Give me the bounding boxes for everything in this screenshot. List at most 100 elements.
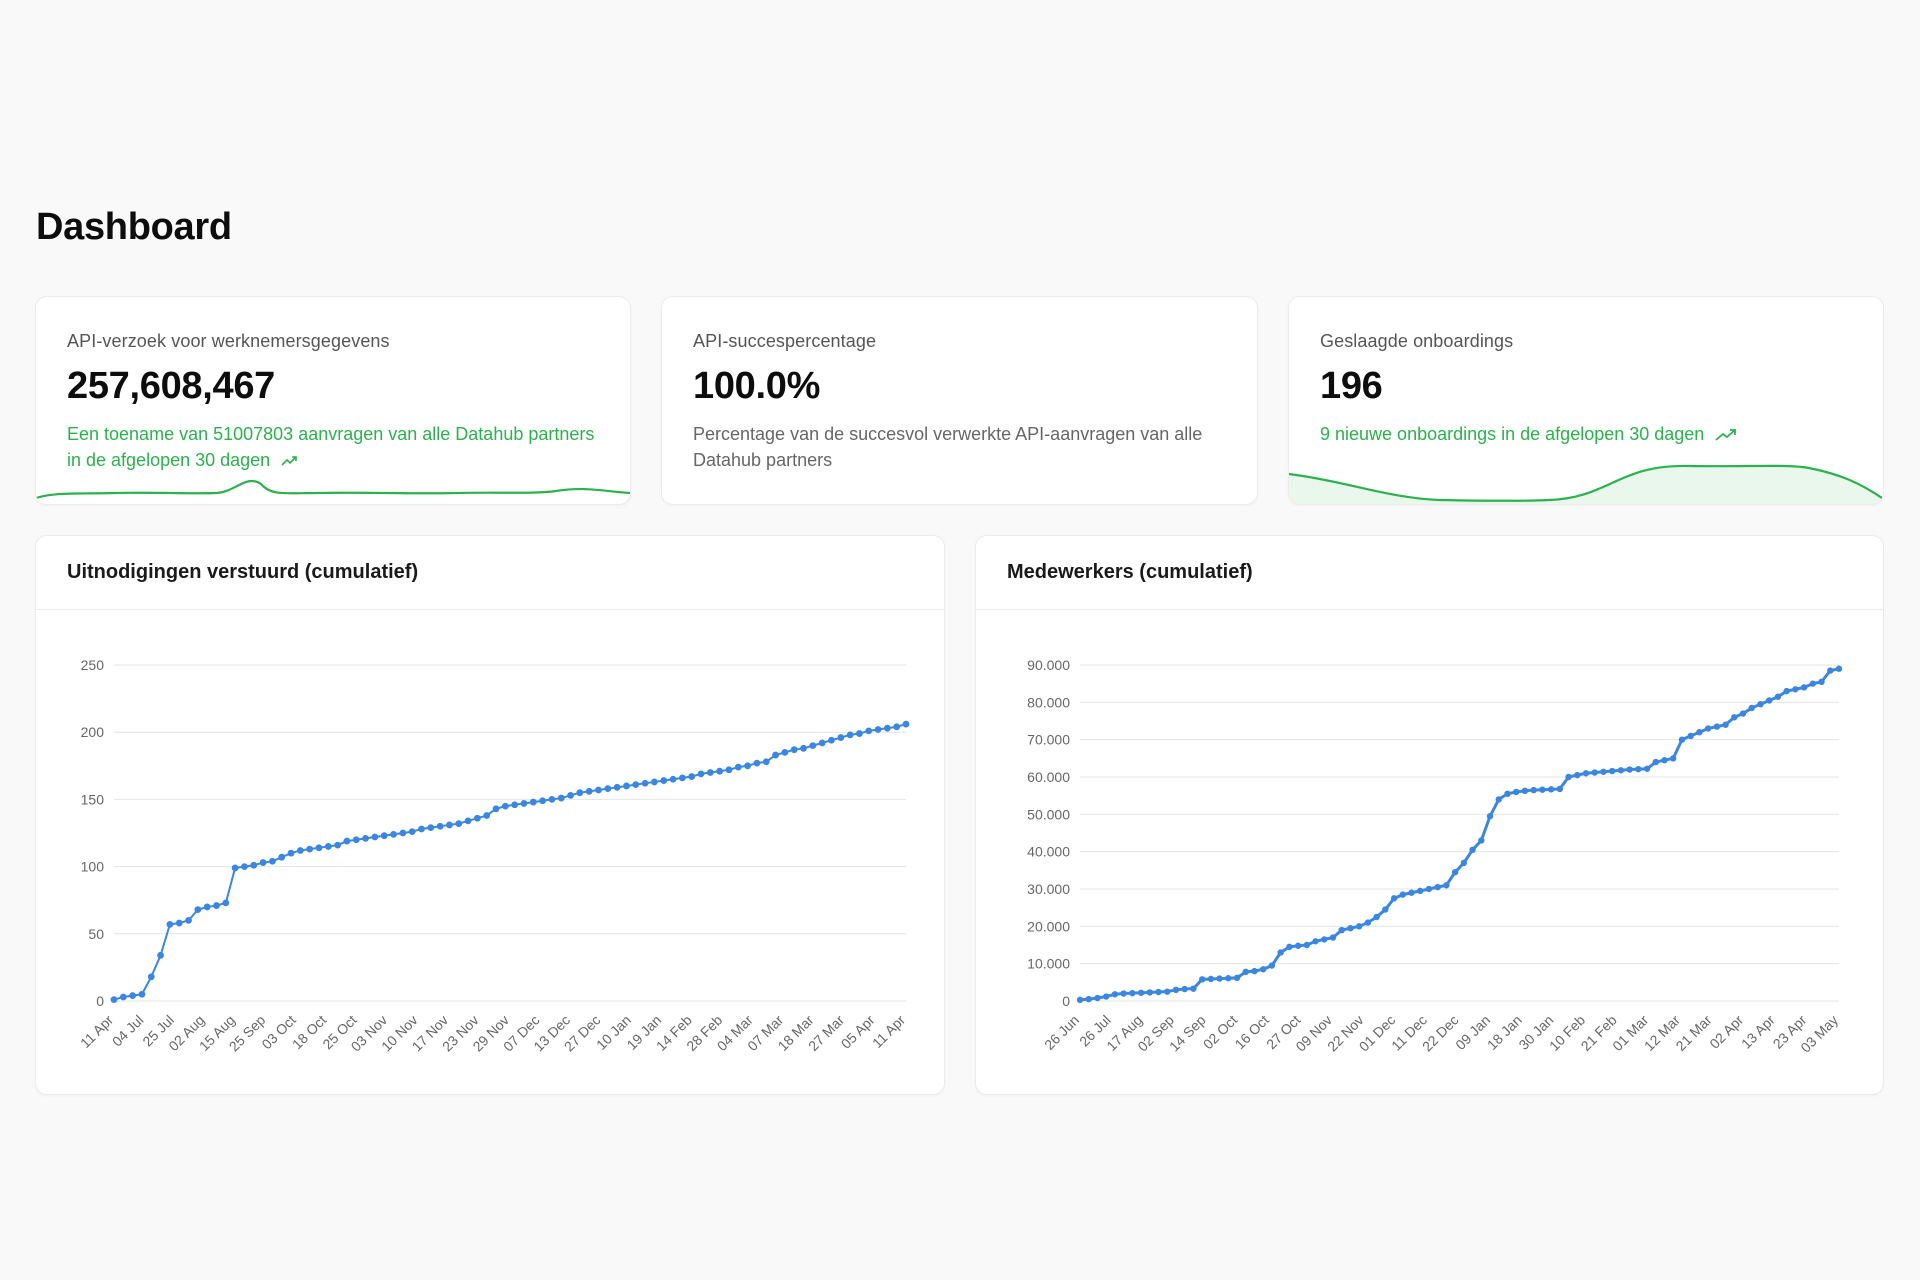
data-point[interactable] — [1513, 788, 1520, 796]
data-point[interactable] — [1251, 967, 1258, 975]
data-point[interactable] — [1670, 755, 1677, 762]
data-point[interactable] — [436, 822, 444, 830]
data-point[interactable] — [110, 996, 118, 1004]
data-point[interactable] — [352, 836, 360, 844]
data-point[interactable] — [1582, 770, 1590, 777]
data-point[interactable] — [1827, 667, 1834, 674]
data-point[interactable] — [1137, 989, 1145, 996]
data-point[interactable] — [446, 821, 453, 829]
data-point[interactable] — [1111, 991, 1119, 998]
data-point[interactable] — [278, 853, 286, 861]
data-point[interactable] — [1739, 710, 1747, 717]
data-point[interactable] — [324, 843, 332, 850]
data-point[interactable] — [1713, 723, 1721, 730]
data-point[interactable] — [1303, 941, 1311, 949]
data-point[interactable] — [893, 723, 901, 731]
data-point[interactable] — [1547, 786, 1555, 793]
data-point[interactable] — [1556, 785, 1564, 793]
data-point[interactable] — [1277, 949, 1284, 956]
data-point[interactable] — [241, 863, 248, 870]
data-point[interactable] — [1757, 701, 1764, 708]
data-point[interactable] — [1155, 988, 1162, 996]
data-point[interactable] — [1321, 936, 1328, 943]
data-point[interactable] — [119, 993, 127, 1001]
data-point[interactable] — [1207, 975, 1215, 983]
data-point[interactable] — [287, 849, 295, 857]
data-point[interactable] — [1687, 732, 1694, 740]
data-point[interactable] — [641, 779, 649, 787]
data-point[interactable] — [678, 774, 686, 782]
data-point[interactable] — [604, 785, 612, 793]
data-point[interactable] — [334, 841, 342, 849]
data-point[interactable] — [315, 844, 323, 852]
data-point[interactable] — [1818, 678, 1825, 685]
data-point[interactable] — [464, 817, 472, 825]
data-point[interactable] — [1443, 882, 1450, 889]
data-point[interactable] — [1198, 976, 1206, 983]
data-point[interactable] — [1678, 736, 1686, 743]
data-point[interactable] — [809, 742, 817, 750]
data-point[interactable] — [613, 783, 621, 791]
data-point[interactable] — [501, 802, 509, 810]
data-point[interactable] — [1390, 895, 1398, 902]
data-point[interactable] — [1766, 697, 1773, 704]
data-point[interactable] — [408, 828, 416, 836]
data-point[interactable] — [651, 778, 658, 786]
data-point[interactable] — [138, 990, 146, 998]
data-point[interactable] — [1120, 990, 1127, 997]
data-point[interactable] — [1408, 889, 1415, 896]
data-point[interactable] — [473, 814, 481, 822]
data-point[interactable] — [371, 833, 379, 841]
data-point[interactable] — [455, 820, 463, 827]
data-point[interactable] — [818, 739, 826, 747]
data-point[interactable] — [1792, 686, 1799, 693]
data-point[interactable] — [1312, 938, 1319, 945]
data-point[interactable] — [483, 812, 491, 819]
data-point[interactable] — [837, 734, 845, 741]
data-point[interactable] — [1294, 942, 1302, 949]
data-point[interactable] — [1225, 975, 1232, 982]
data-point[interactable] — [213, 902, 220, 909]
data-point[interactable] — [1451, 869, 1459, 876]
data-point[interactable] — [1085, 995, 1092, 1003]
data-point[interactable] — [846, 731, 854, 739]
data-point[interactable] — [1260, 966, 1267, 973]
data-point[interactable] — [343, 837, 351, 845]
data-point[interactable] — [418, 825, 425, 833]
data-point[interactable] — [1268, 962, 1276, 969]
data-point[interactable] — [1617, 767, 1625, 774]
data-point[interactable] — [399, 829, 407, 837]
data-point[interactable] — [1172, 986, 1180, 993]
data-point[interactable] — [725, 766, 733, 774]
data-point[interactable] — [511, 801, 519, 809]
data-point[interactable] — [1565, 773, 1572, 781]
data-point[interactable] — [296, 847, 304, 854]
data-point[interactable] — [1800, 684, 1808, 691]
data-point[interactable] — [1094, 994, 1101, 1002]
data-point[interactable] — [1373, 913, 1380, 921]
data-point[interactable] — [157, 951, 164, 959]
data-point[interactable] — [1704, 725, 1712, 732]
data-point[interactable] — [790, 746, 798, 754]
data-point[interactable] — [1635, 765, 1642, 773]
data-point[interactable] — [548, 796, 556, 803]
data-point[interactable] — [1504, 790, 1511, 797]
data-point[interactable] — [1338, 926, 1345, 934]
data-point[interactable] — [362, 834, 369, 842]
data-point[interactable] — [269, 857, 276, 865]
data-point[interactable] — [1495, 796, 1502, 803]
data-point[interactable] — [1102, 993, 1110, 1000]
data-point[interactable] — [1146, 989, 1153, 996]
data-point[interactable] — [883, 724, 891, 732]
data-point[interactable] — [1530, 786, 1537, 794]
data-point[interactable] — [753, 759, 761, 767]
data-point[interactable] — [1216, 975, 1223, 982]
data-point[interactable] — [1809, 680, 1817, 687]
data-point[interactable] — [1164, 988, 1171, 995]
data-point[interactable] — [623, 782, 630, 790]
data-point[interactable] — [576, 789, 584, 797]
data-point[interactable] — [1129, 989, 1136, 997]
data-point[interactable] — [194, 906, 202, 914]
data-point[interactable] — [706, 769, 714, 776]
data-point[interactable] — [147, 973, 155, 981]
